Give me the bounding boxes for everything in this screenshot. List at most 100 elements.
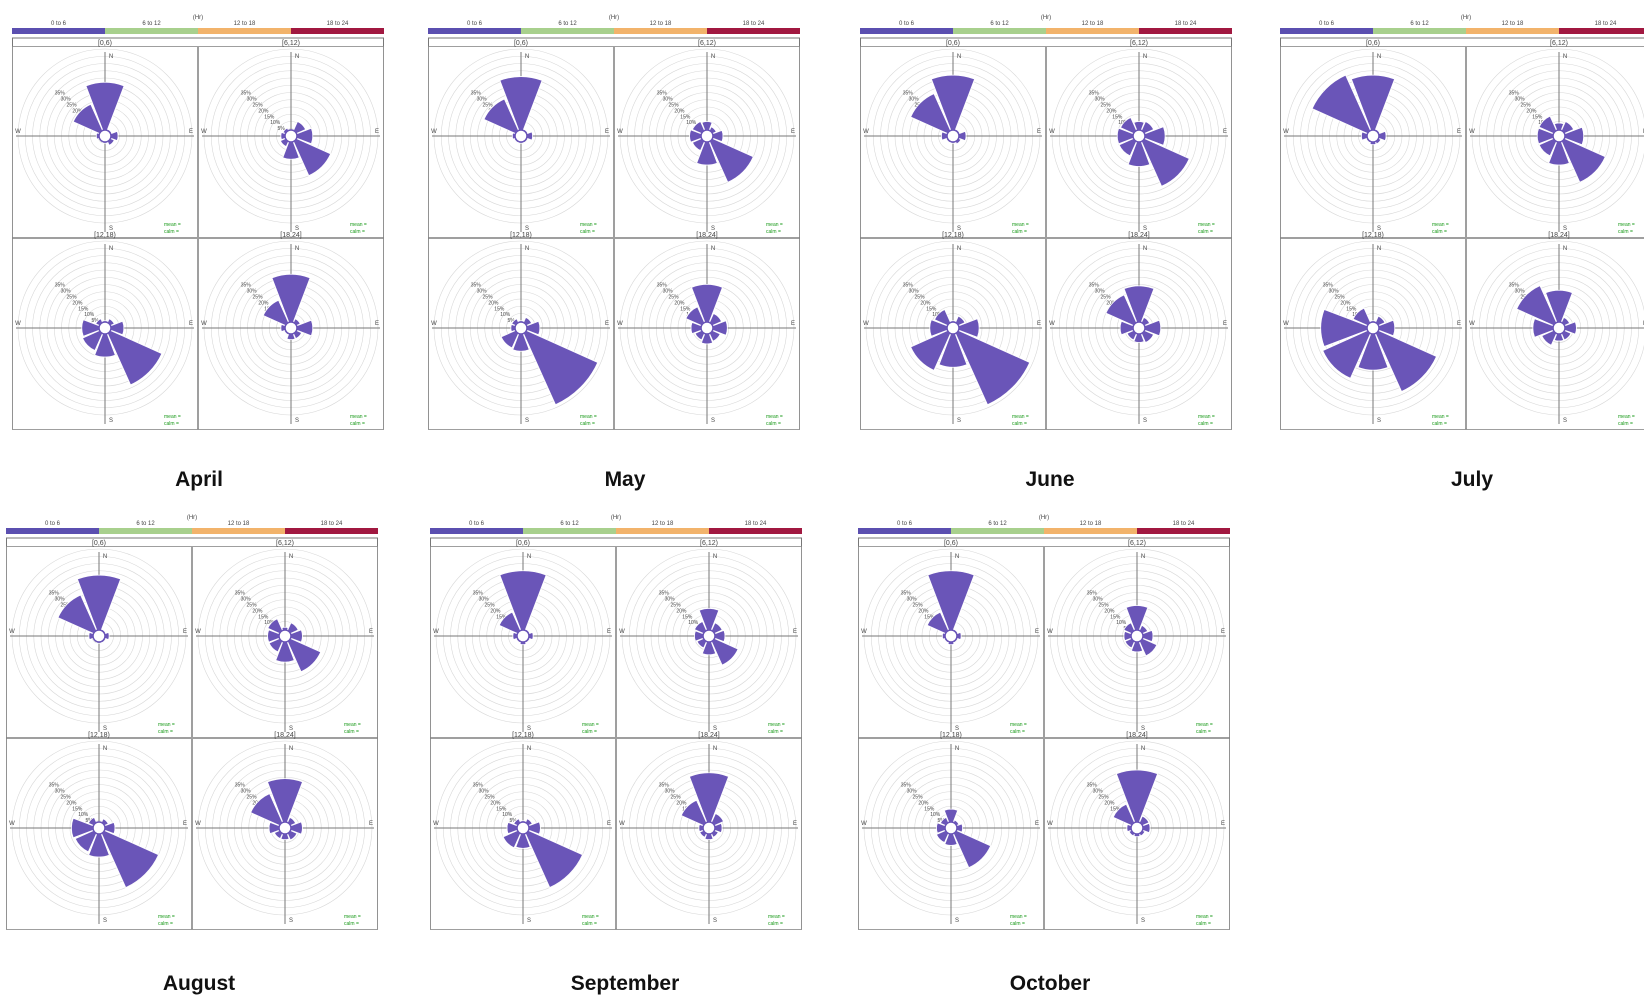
compass-n: N [1143, 54, 1147, 60]
legend-color-swatch [1559, 28, 1644, 34]
stat-mean: mean = [1432, 222, 1449, 228]
legend-bin-label: 0 to 6 [45, 521, 61, 527]
ring-label: 20% [490, 608, 501, 614]
stat-mean: mean = [768, 722, 785, 728]
legend-color-swatch [192, 528, 285, 534]
legend-bin-label: 12 to 18 [1082, 21, 1104, 27]
legend-bin-label: 0 to 6 [51, 21, 67, 27]
ring-label: 20% [676, 608, 687, 614]
compass-e: E [1035, 821, 1039, 827]
legend-color-swatch [105, 28, 198, 34]
compass-w: W [1049, 129, 1055, 135]
ring-label: 15% [682, 614, 693, 620]
stat-calm: calm = [344, 729, 359, 735]
calm-circle [1132, 129, 1146, 143]
ring-label: 25% [67, 295, 78, 301]
legend-unit: (Hr) [609, 15, 619, 21]
ring-label: 20% [1526, 108, 1537, 114]
compass-w: W [9, 629, 15, 635]
ring-label: 30% [907, 597, 918, 603]
ring-label: 25% [485, 603, 496, 609]
ring-label: 35% [473, 783, 484, 789]
ring-label: 35% [241, 91, 252, 97]
ring-label: 35% [659, 783, 670, 789]
quadrant-title: [0,6) [92, 540, 106, 547]
legend-color-swatch [951, 528, 1044, 534]
ring-label: 25% [253, 103, 264, 109]
compass-w: W [1469, 129, 1475, 135]
compass-w: W [861, 629, 867, 635]
stat-mean: mean = [766, 414, 783, 420]
legend-bin-label: 6 to 12 [136, 521, 155, 527]
stat-mean: mean = [1198, 222, 1215, 228]
quadrant-title: [12,18) [510, 232, 532, 239]
compass-w: W [9, 821, 15, 827]
compass-n: N [1377, 54, 1381, 60]
ring-label: 10% [688, 620, 699, 626]
ring-label: 30% [477, 289, 488, 295]
quadrant-title: [0,6) [98, 40, 112, 47]
compass-w: W [1283, 129, 1289, 135]
legend-bin-label: 6 to 12 [142, 21, 161, 27]
compass-n: N [957, 246, 961, 252]
compass-n: N [295, 246, 299, 252]
stat-mean: mean = [1196, 722, 1213, 728]
ring-label: 10% [264, 620, 275, 626]
quadrant-title: [18,24] [1126, 732, 1147, 739]
ring-label: 20% [72, 300, 83, 306]
legend-bin-label: 0 to 6 [467, 21, 483, 27]
ring-label: 35% [1087, 591, 1098, 597]
quadrant-title: [12,18) [94, 232, 116, 239]
ring-label: 25% [483, 295, 494, 301]
compass-e: E [1457, 321, 1461, 327]
stat-mean: mean = [580, 222, 597, 228]
quadrant-title: [18,24] [698, 732, 719, 739]
compass-w: W [433, 821, 439, 827]
ring-label: 35% [1089, 91, 1100, 97]
legend-bin-label: 0 to 6 [897, 521, 913, 527]
ring-label: 25% [483, 103, 494, 109]
ring-label: 30% [909, 97, 920, 103]
compass-s: S [289, 918, 293, 924]
quadrant-title: [6,12) [276, 540, 294, 547]
month-label-july: July [1450, 468, 1494, 491]
calm-circle [514, 321, 528, 335]
ring-label: 30% [247, 289, 258, 295]
compass-s: S [103, 918, 107, 924]
calm-circle [92, 629, 106, 643]
legend-color-swatch [1373, 28, 1466, 34]
stat-mean: mean = [1432, 414, 1449, 420]
legend-bin-label: 12 to 18 [1502, 21, 1524, 27]
compass-s: S [1143, 418, 1147, 424]
compass-e: E [369, 629, 373, 635]
ring-label: 25% [913, 603, 924, 609]
compass-w: W [1283, 321, 1289, 327]
ring-label: 20% [1106, 300, 1117, 306]
ring-label: 30% [907, 789, 918, 795]
compass-s: S [527, 918, 531, 924]
wind-rose-september: (Hr) 0 to 6 6 to 12 12 to 18 18 to 24 [0,6) N E… [430, 510, 802, 930]
ring-label: 25% [1101, 295, 1112, 301]
compass-e: E [189, 129, 193, 135]
compass-s: S [1143, 226, 1147, 232]
compass-e: E [1643, 321, 1644, 327]
ring-label: 10% [1116, 620, 1127, 626]
compass-e: E [1223, 321, 1227, 327]
stat-calm: calm = [344, 921, 359, 927]
compass-n: N [289, 554, 293, 560]
ring-label: 35% [1509, 91, 1520, 97]
calm-circle [514, 129, 528, 143]
compass-e: E [605, 321, 609, 327]
stat-mean: mean = [1198, 414, 1215, 420]
calm-circle [1132, 321, 1146, 335]
ring-label: 25% [915, 295, 926, 301]
wind-rose-svg: (Hr) 0 to 6 6 to 12 12 to 18 18 to 24 [0,6) N E… [6, 515, 378, 930]
